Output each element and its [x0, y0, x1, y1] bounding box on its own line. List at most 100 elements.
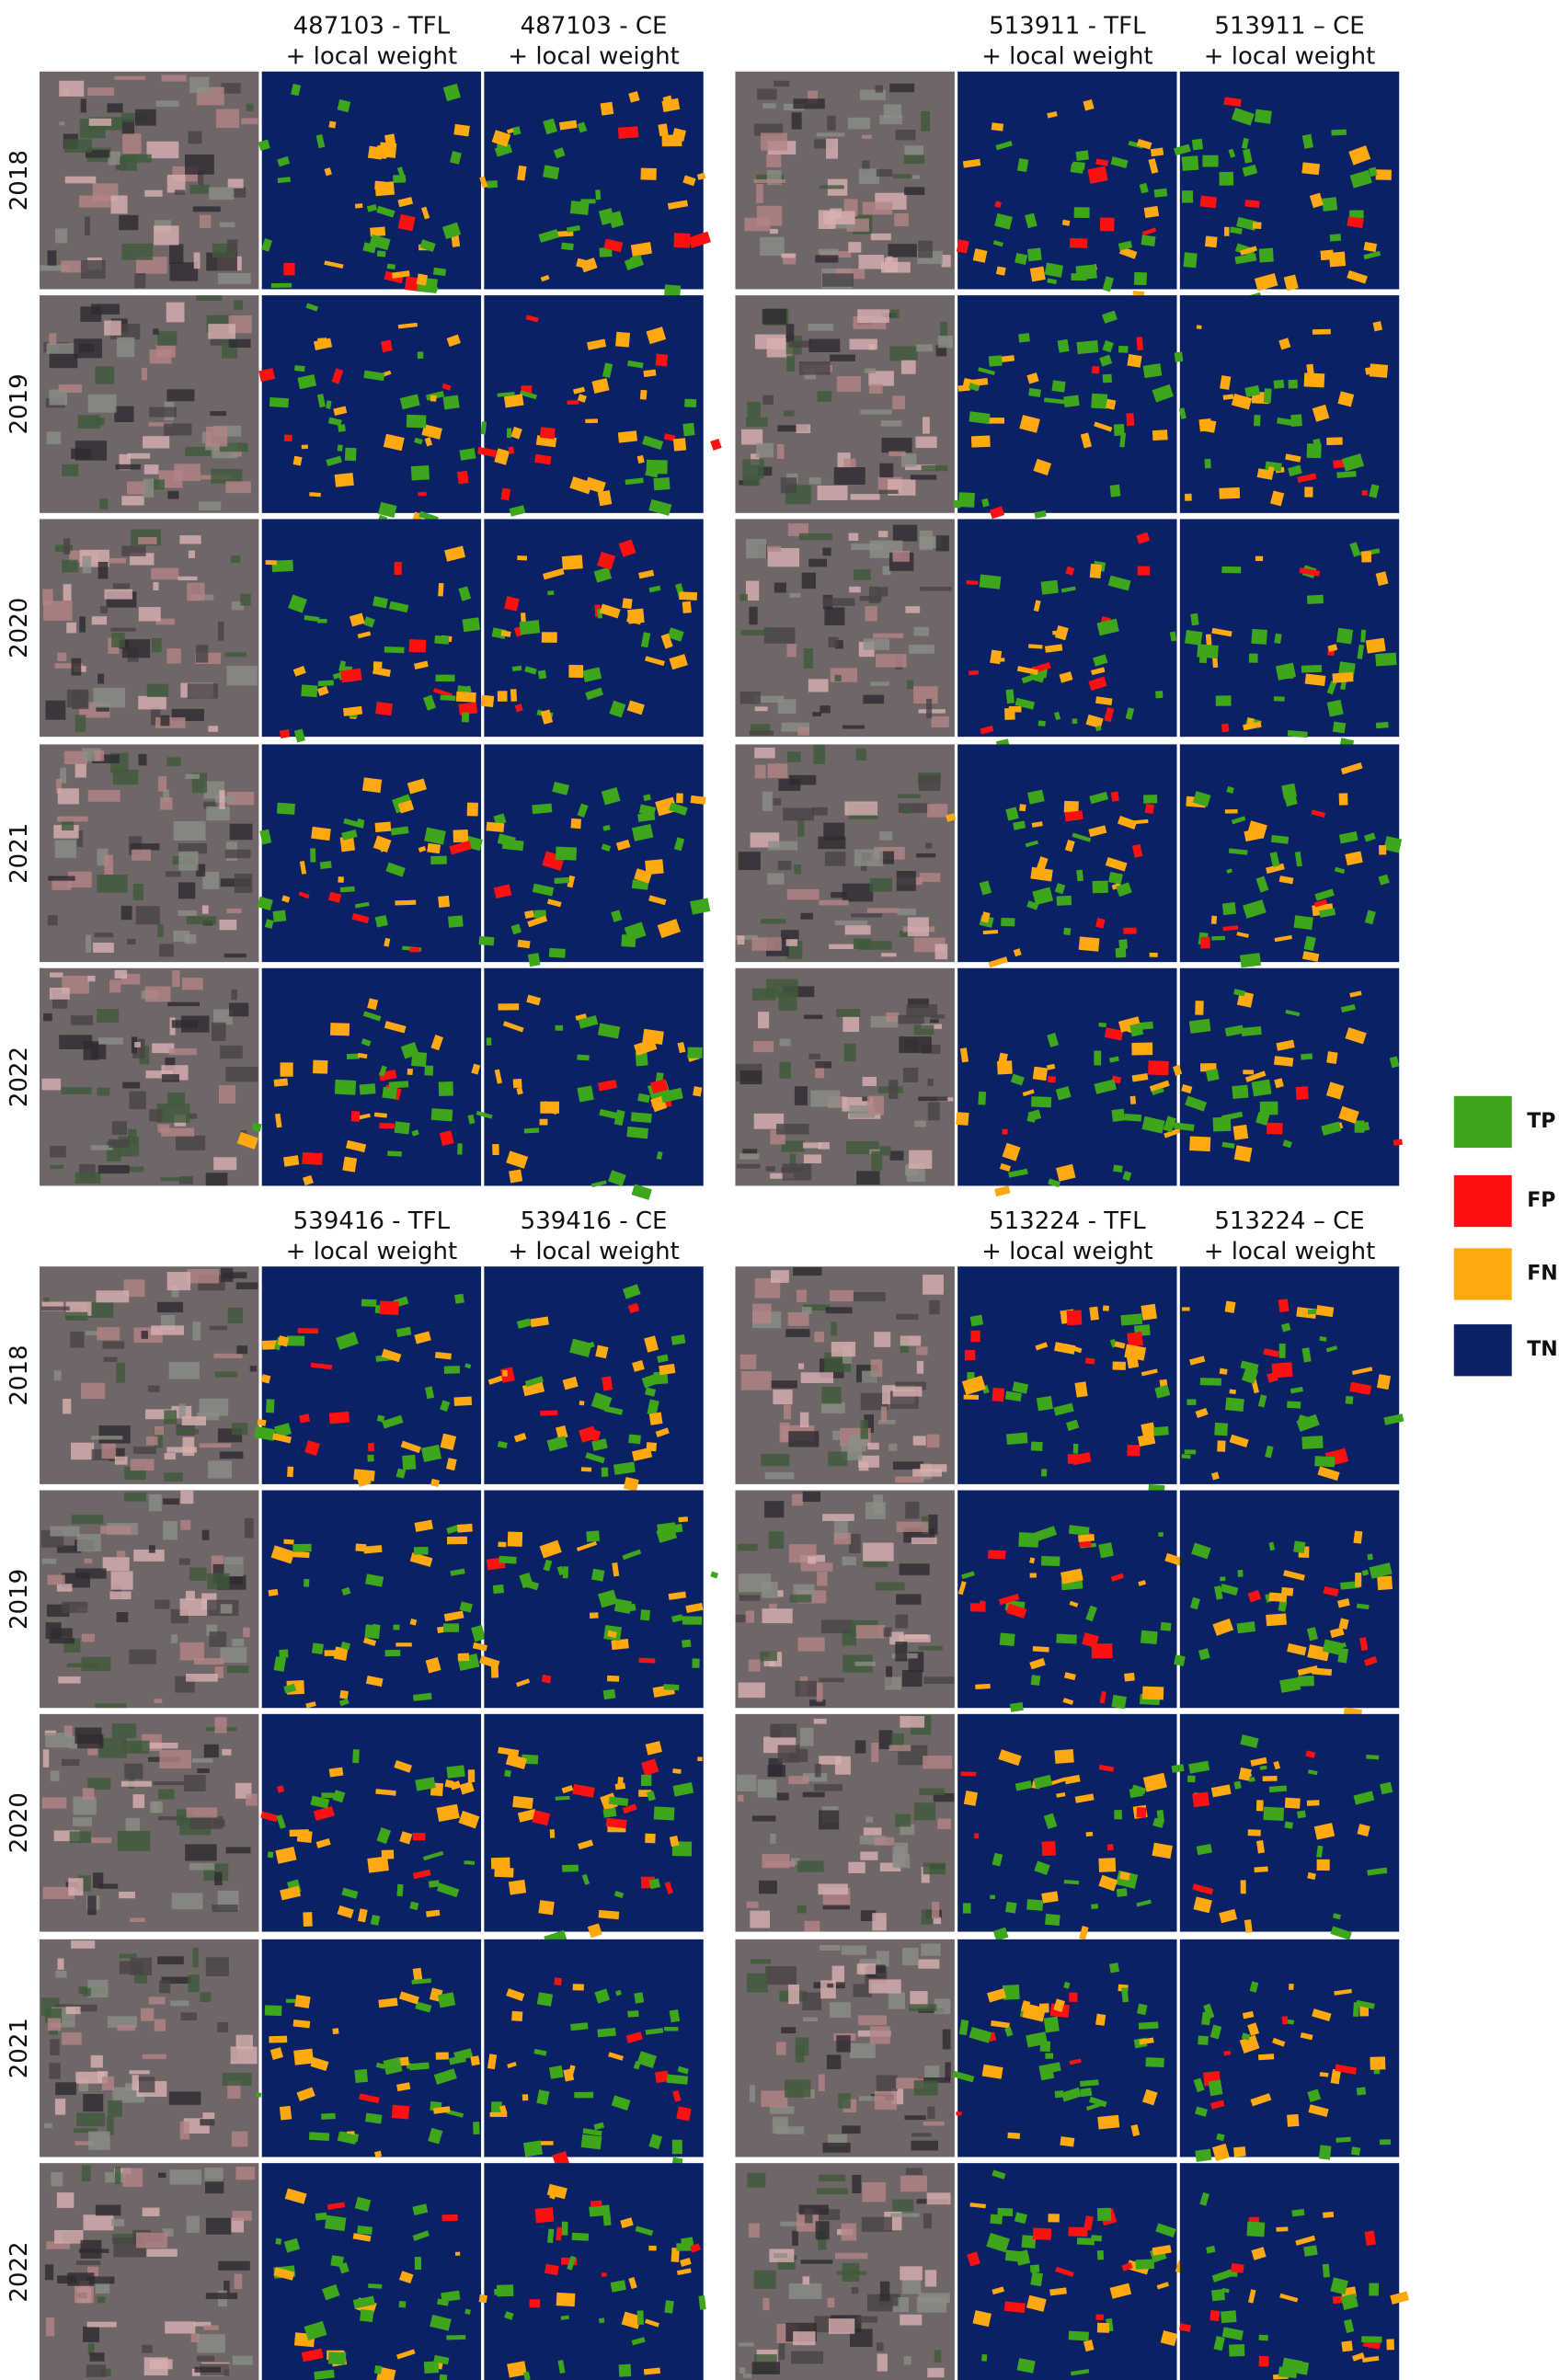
image-texture	[41, 1078, 62, 1091]
map-patch	[446, 1536, 468, 1545]
image-texture	[81, 1633, 95, 1642]
image-texture	[900, 360, 916, 374]
map-patch	[354, 2068, 369, 2083]
map-patch	[1139, 2037, 1154, 2045]
map-patch	[1364, 910, 1376, 925]
map-patch	[1198, 2035, 1209, 2045]
map-patch	[1095, 696, 1113, 705]
image-texture	[834, 920, 868, 925]
map-patch	[648, 895, 667, 906]
image-texture	[929, 1299, 940, 1315]
image-texture	[144, 189, 163, 197]
image-texture	[111, 1723, 137, 1739]
image-texture	[168, 1048, 197, 1056]
image-texture	[907, 917, 929, 937]
year-label: 2019	[6, 1569, 33, 1630]
map-patch	[362, 1011, 382, 1022]
image-texture	[87, 2343, 95, 2356]
map-patch	[1250, 1756, 1267, 1767]
map-patch	[1359, 1637, 1369, 1652]
map-patch	[346, 1053, 361, 1059]
map-patch	[1046, 1063, 1056, 1070]
map-patch	[1091, 1903, 1099, 1910]
map-patch	[598, 1909, 620, 1920]
map-patch	[1221, 902, 1237, 916]
map-patch	[664, 2300, 674, 2314]
map-patch	[1327, 644, 1338, 653]
map-patch	[676, 2106, 692, 2122]
map-patch	[342, 705, 363, 716]
map-patch	[298, 891, 310, 899]
map-patch	[570, 818, 582, 830]
map-patch	[1229, 1389, 1236, 1395]
image-texture	[800, 912, 814, 920]
map-patch	[384, 1649, 401, 1657]
map-patch	[517, 939, 531, 949]
map-patch	[1255, 1839, 1266, 1854]
image-texture	[70, 1331, 85, 1348]
map-patch	[1154, 1384, 1171, 1399]
map-patch	[1070, 164, 1084, 174]
map-patch	[1243, 899, 1267, 919]
image-texture	[186, 916, 217, 925]
map-patch	[381, 1348, 402, 1363]
image-texture	[817, 391, 832, 402]
map-patch	[1080, 2088, 1093, 2098]
map-patch	[603, 1405, 624, 1415]
map-patch	[1242, 164, 1258, 177]
image-texture	[877, 587, 888, 597]
map-patch	[532, 803, 553, 815]
image-texture	[775, 2042, 786, 2055]
image-texture	[738, 852, 761, 871]
image-texture	[97, 1164, 130, 1174]
map-patch	[1102, 373, 1112, 383]
map-patch	[1164, 1552, 1185, 1567]
image-texture	[876, 2342, 884, 2351]
image-texture	[783, 1404, 791, 1420]
map-patch	[692, 1658, 700, 1668]
map-patch	[342, 1156, 358, 1173]
map-patch	[992, 240, 1003, 247]
map-patch	[367, 998, 379, 1011]
map-patch	[1105, 398, 1117, 410]
map-patch	[1393, 1139, 1403, 1146]
map-patch	[1203, 2003, 1215, 2020]
image-texture	[916, 1346, 928, 1356]
image-texture	[822, 598, 855, 606]
map-patch	[1127, 1332, 1143, 1347]
map-patch	[357, 1908, 368, 1923]
map-patch	[374, 2150, 383, 2158]
map-patch	[448, 915, 464, 928]
image-texture	[224, 2281, 230, 2294]
map-patch	[310, 1362, 333, 1370]
image-texture	[739, 1070, 762, 1085]
image-texture	[899, 1563, 930, 1575]
map-patch	[385, 862, 406, 877]
map-patch	[500, 487, 511, 501]
map-patch	[1045, 1913, 1060, 1927]
image-texture	[836, 2035, 851, 2053]
image-texture	[132, 884, 143, 900]
image-texture	[826, 138, 839, 159]
map-patch	[1378, 874, 1390, 886]
map-patch	[607, 1630, 618, 1639]
map-patch	[538, 1900, 555, 1916]
image-texture	[231, 989, 238, 1001]
image-texture	[164, 423, 192, 436]
map-patch	[384, 133, 396, 148]
map-patch	[543, 567, 565, 580]
image-texture	[808, 338, 841, 352]
map-base	[957, 1713, 1177, 1932]
image-texture	[219, 920, 237, 931]
map-patch	[1322, 1639, 1344, 1655]
image-texture	[758, 1012, 770, 1029]
image-texture	[209, 1325, 228, 1331]
map-patch	[684, 398, 697, 407]
image-texture	[814, 1763, 821, 1778]
map-patch	[961, 1571, 975, 1580]
map-patch	[497, 1440, 508, 1449]
map-patch	[1189, 1356, 1206, 1366]
map-patch	[653, 1806, 675, 1821]
map-patch	[264, 2005, 282, 2017]
map-patch	[454, 1293, 464, 1304]
